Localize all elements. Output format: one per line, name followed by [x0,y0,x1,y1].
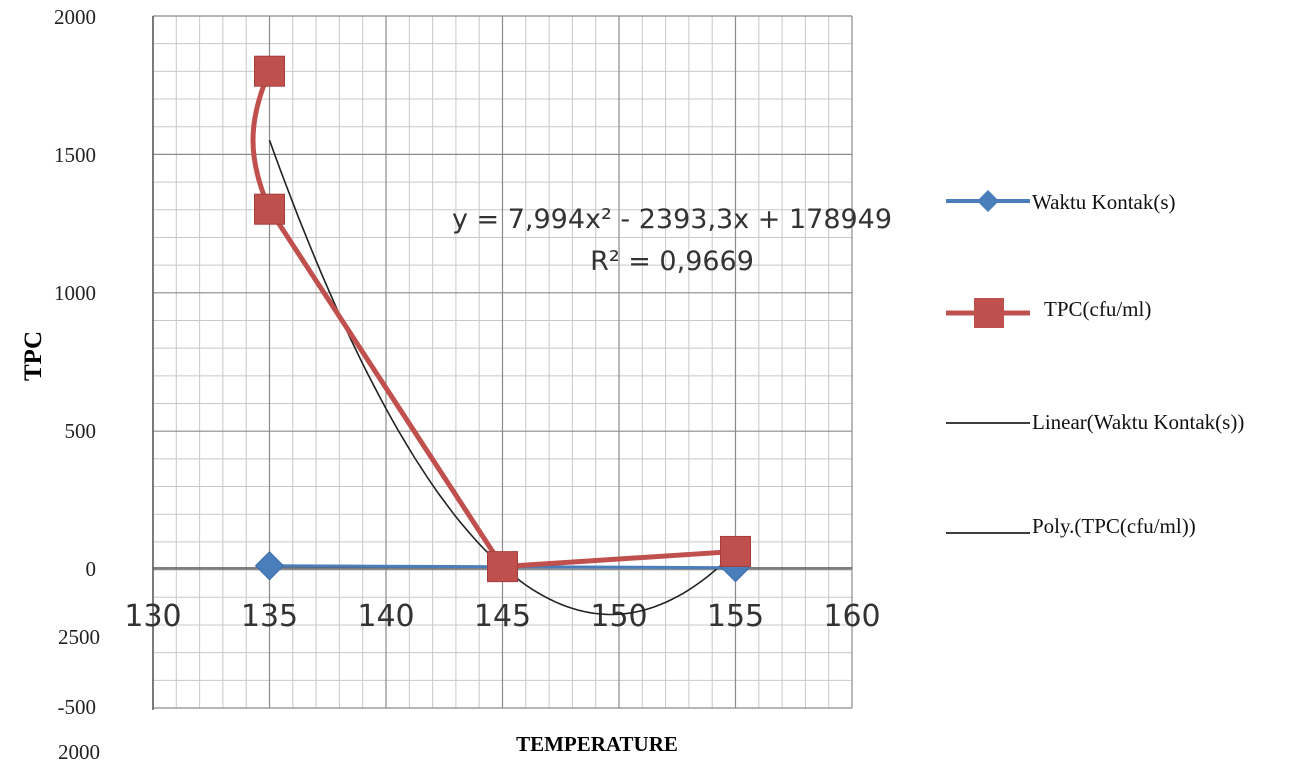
marker-tpc [487,551,518,583]
r-squared-label: R² = 0,9669 [590,246,754,277]
legend: Waktu Kontak(s) TPC(cfu/ml) Linear(Waktu K… [946,190,1244,538]
y-tick-label: 1500 [54,143,96,167]
y-tick-label: 0 [86,557,97,581]
marker-tpc [254,193,285,225]
marker-tpc [720,535,751,567]
y-tick-label: -500 [58,695,97,719]
x-tick-label: 155 [707,599,764,634]
x-tick-label: 135 [241,599,298,634]
x-tick-label: 150 [590,599,647,634]
y-tick-label-extra: 2000 [58,740,100,764]
y-tick-label: 1000 [54,281,96,305]
x-tick-label: 160 [823,599,880,634]
legend-label-tpc: TPC(cfu/ml) [1044,297,1151,321]
y-tick-labels: 2000 1500 1000 500 0 -500 2500 2000 [54,5,100,764]
x-axis-title: TEMPERATURE [516,732,678,756]
legend-label-poly: Poly.(TPC(cfu/ml)) [1032,514,1196,538]
legend-label-linear: Linear(Waktu Kontak(s)) [1032,410,1244,434]
series-line-tpc [250,70,736,570]
x-tick-label: 140 [357,599,414,634]
x-tick-label: 145 [474,599,531,634]
equation-label: y = 7,994x² - 2393,3x + 178949 [452,204,892,235]
marker-tpc [254,55,285,87]
series [250,55,751,583]
x-tick-label: 130 [124,599,181,634]
legend-marker-tpc [974,298,1004,328]
y-axis-title: TPC [20,331,47,381]
legend-marker-waktu-kontak [977,190,999,212]
y-tick-label-extra: 2500 [58,625,100,649]
legend-label-waktu-kontak: Waktu Kontak(s) [1032,190,1176,214]
y-tick-label: 2000 [54,5,96,29]
y-tick-label: 500 [65,419,97,443]
marker-waktu-kontak [254,551,285,581]
x-tick-labels: 130 135 140 145 150 155 160 [124,599,880,634]
